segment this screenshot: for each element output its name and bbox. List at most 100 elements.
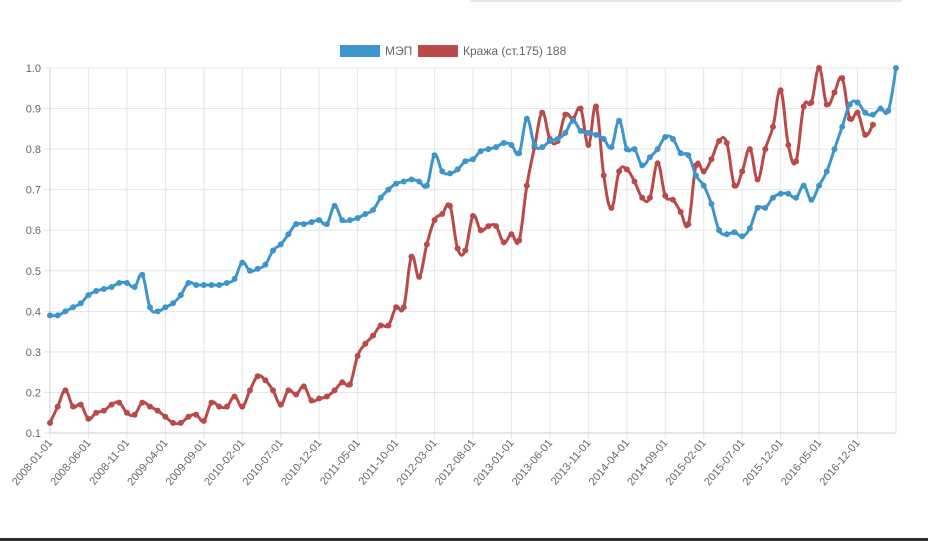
data-point[interactable] — [285, 387, 292, 394]
data-point[interactable] — [623, 166, 630, 173]
data-point[interactable] — [331, 387, 338, 394]
data-point[interactable] — [754, 176, 761, 183]
data-point[interactable] — [823, 101, 830, 108]
data-point[interactable] — [508, 231, 515, 238]
data-point[interactable] — [93, 288, 100, 295]
data-point[interactable] — [408, 253, 415, 260]
data-point[interactable] — [277, 401, 284, 408]
data-point[interactable] — [446, 202, 453, 209]
data-point[interactable] — [177, 419, 184, 426]
data-point[interactable] — [200, 417, 207, 424]
data-point[interactable] — [839, 75, 846, 82]
data-point[interactable] — [262, 377, 269, 384]
data-point[interactable] — [854, 109, 861, 116]
data-point[interactable] — [846, 101, 853, 108]
data-point[interactable] — [116, 279, 123, 286]
data-point[interactable] — [162, 304, 169, 311]
data-point[interactable] — [100, 407, 107, 414]
data-point[interactable] — [516, 237, 523, 244]
data-point[interactable] — [100, 286, 107, 293]
data-point[interactable] — [85, 292, 92, 299]
data-point[interactable] — [400, 178, 407, 185]
data-point[interactable] — [562, 129, 569, 136]
data-point[interactable] — [854, 99, 861, 106]
data-point[interactable] — [431, 217, 438, 224]
data-point[interactable] — [777, 87, 784, 94]
data-point[interactable] — [416, 273, 423, 280]
data-point[interactable] — [162, 413, 169, 420]
data-point[interactable] — [423, 241, 430, 248]
legend-item-mep[interactable]: МЭП — [340, 44, 412, 58]
data-point[interactable] — [769, 194, 776, 201]
data-point[interactable] — [154, 308, 161, 315]
data-point[interactable] — [885, 107, 892, 114]
data-point[interactable] — [716, 227, 723, 234]
data-point[interactable] — [400, 304, 407, 311]
data-point[interactable] — [70, 403, 77, 410]
data-point[interactable] — [62, 308, 69, 315]
data-point[interactable] — [185, 413, 192, 420]
data-point[interactable] — [54, 312, 61, 319]
data-point[interactable] — [646, 154, 653, 161]
data-point[interactable] — [70, 304, 77, 311]
data-point[interactable] — [608, 204, 615, 211]
data-point[interactable] — [831, 89, 838, 96]
data-point[interactable] — [85, 415, 92, 422]
data-point[interactable] — [293, 221, 300, 228]
data-point[interactable] — [393, 304, 400, 311]
data-point[interactable] — [93, 409, 100, 416]
data-point[interactable] — [577, 105, 584, 112]
data-point[interactable] — [146, 304, 153, 311]
data-point[interactable] — [339, 379, 346, 386]
data-point[interactable] — [793, 158, 800, 165]
data-point[interactable] — [54, 403, 61, 410]
data-point[interactable] — [546, 138, 553, 144]
data-point[interactable] — [639, 194, 646, 201]
data-point[interactable] — [839, 123, 846, 130]
data-point[interactable] — [154, 407, 161, 414]
data-point[interactable] — [270, 387, 277, 394]
data-point[interactable] — [746, 225, 753, 232]
data-point[interactable] — [270, 247, 277, 254]
data-point[interactable] — [600, 172, 607, 179]
data-point[interactable] — [223, 279, 230, 286]
data-point[interactable] — [308, 397, 315, 404]
data-point[interactable] — [562, 111, 569, 118]
data-point[interactable] — [746, 146, 753, 153]
data-point[interactable] — [285, 231, 292, 238]
data-point[interactable] — [116, 399, 123, 406]
data-point[interactable] — [893, 65, 899, 71]
data-point[interactable] — [646, 194, 653, 201]
data-point[interactable] — [662, 133, 669, 140]
data-point[interactable] — [377, 194, 384, 201]
data-point[interactable] — [785, 190, 792, 197]
data-point[interactable] — [739, 168, 746, 175]
data-point[interactable] — [354, 352, 361, 359]
data-point[interactable] — [139, 399, 146, 406]
data-point[interactable] — [693, 172, 700, 179]
data-point[interactable] — [316, 217, 323, 224]
data-point[interactable] — [385, 186, 392, 193]
data-point[interactable] — [139, 271, 146, 278]
data-point[interactable] — [193, 411, 200, 418]
data-point[interactable] — [716, 138, 723, 144]
data-point[interactable] — [654, 146, 661, 153]
data-point[interactable] — [47, 419, 53, 426]
data-point[interactable] — [354, 215, 361, 222]
data-point[interactable] — [808, 196, 815, 203]
data-point[interactable] — [370, 206, 377, 213]
data-point[interactable] — [239, 259, 246, 266]
data-point[interactable] — [708, 156, 715, 163]
data-point[interactable] — [731, 229, 738, 236]
data-point[interactable] — [485, 223, 492, 230]
data-point[interactable] — [239, 403, 246, 410]
data-point[interactable] — [454, 166, 461, 173]
data-point[interactable] — [677, 150, 684, 157]
data-point[interactable] — [200, 281, 207, 288]
data-point[interactable] — [123, 409, 130, 416]
data-point[interactable] — [700, 182, 707, 189]
data-point[interactable] — [754, 204, 761, 211]
data-point[interactable] — [47, 312, 53, 319]
data-point[interactable] — [77, 401, 84, 408]
data-point[interactable] — [108, 401, 115, 408]
